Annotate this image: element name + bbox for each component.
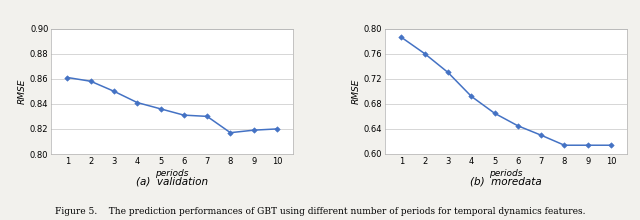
Text: (b)  moredata: (b) moredata (470, 176, 542, 187)
X-axis label: periods: periods (490, 169, 523, 178)
Text: Figure 5.    The prediction performances of GBT using different number of period: Figure 5. The prediction performances of… (55, 207, 585, 216)
Y-axis label: RMSE: RMSE (352, 79, 361, 104)
X-axis label: periods: periods (156, 169, 189, 178)
Text: (a)  validation: (a) validation (136, 176, 208, 187)
Y-axis label: RMSE: RMSE (18, 79, 27, 104)
